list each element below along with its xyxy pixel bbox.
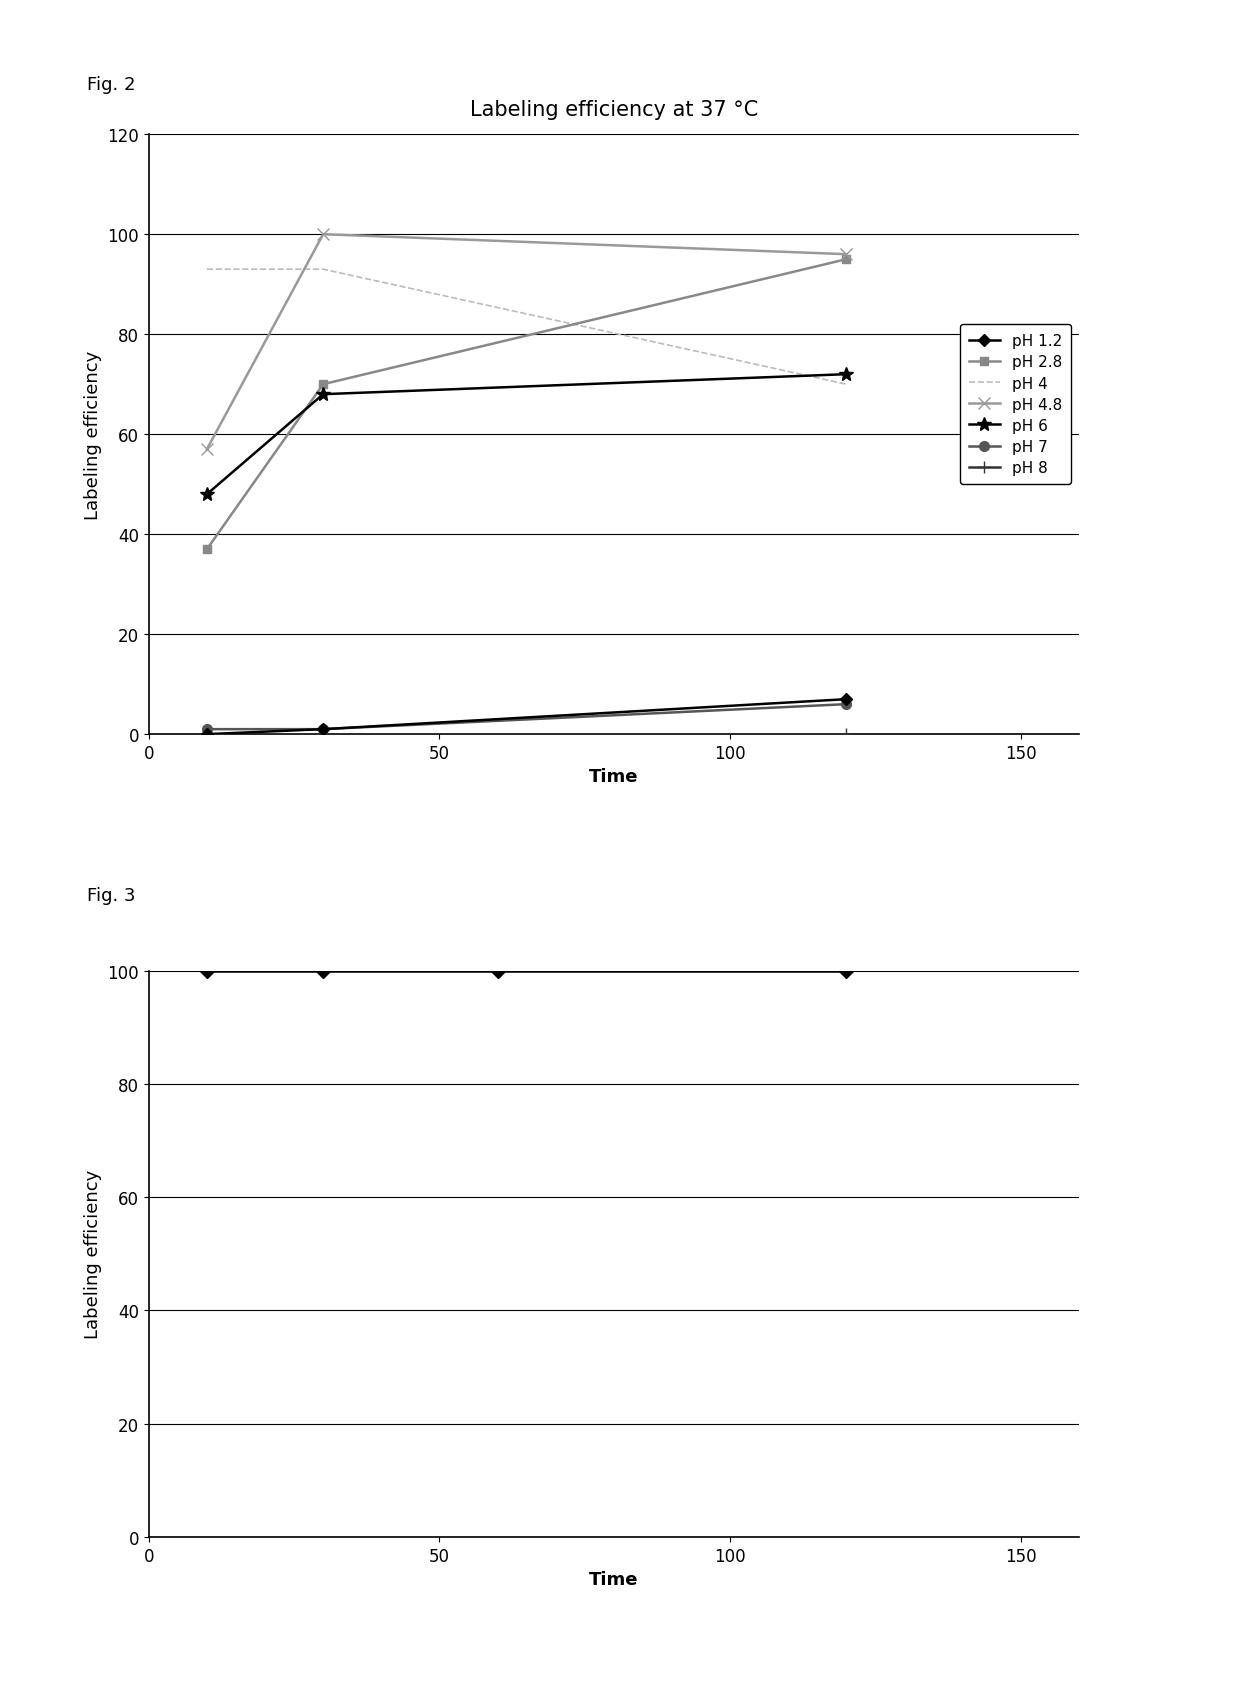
Line: pH 8: pH 8 [201, 728, 853, 741]
pH 8 [838, 725, 853, 745]
Y-axis label: Labeling efficiency: Labeling efficiency [84, 1169, 102, 1339]
Line: pH 6: pH 6 [200, 368, 853, 502]
pH 1.2 [838, 961, 853, 981]
Line: pH 1.2: pH 1.2 [202, 966, 851, 976]
pH 8 [316, 725, 331, 745]
Line: pH 4.8: pH 4.8 [201, 228, 853, 456]
pH 1.2 [200, 725, 215, 745]
pH 7 [316, 720, 331, 740]
Line: pH 1.2: pH 1.2 [203, 696, 851, 738]
Y-axis label: Labeling efficiency: Labeling efficiency [84, 350, 102, 520]
pH 2.8 [200, 540, 215, 561]
pH 4.8 [838, 245, 853, 265]
X-axis label: Time: Time [589, 1571, 639, 1588]
pH 4 [838, 375, 853, 395]
pH 8 [200, 725, 215, 745]
Text: Fig. 2: Fig. 2 [87, 76, 135, 95]
Title: Labeling efficiency at 37 °C: Labeling efficiency at 37 °C [470, 100, 758, 120]
pH 7 [838, 694, 853, 714]
pH 6 [200, 485, 215, 505]
Legend: pH 1.2, pH 2.8, pH 4, pH 4.8, pH 6, pH 7, pH 8: pH 1.2, pH 2.8, pH 4, pH 4.8, pH 6, pH 7… [960, 324, 1071, 485]
X-axis label: Time: Time [589, 768, 639, 785]
pH 6 [838, 365, 853, 385]
pH 1.2 [316, 720, 331, 740]
pH 2.8 [838, 250, 853, 270]
pH 4.8 [200, 439, 215, 459]
pH 1.2 [200, 961, 215, 981]
pH 7 [200, 720, 215, 740]
Line: pH 7: pH 7 [202, 699, 851, 735]
pH 4 [316, 260, 331, 280]
Line: pH 4: pH 4 [207, 270, 846, 385]
pH 4 [200, 260, 215, 280]
pH 2.8 [316, 375, 331, 395]
pH 4.8 [316, 225, 331, 245]
Text: Fig. 3: Fig. 3 [87, 887, 135, 905]
pH 1.2 [490, 961, 505, 981]
pH 6 [316, 385, 331, 405]
pH 1.2 [316, 961, 331, 981]
pH 1.2 [838, 689, 853, 709]
Line: pH 2.8: pH 2.8 [203, 255, 851, 554]
